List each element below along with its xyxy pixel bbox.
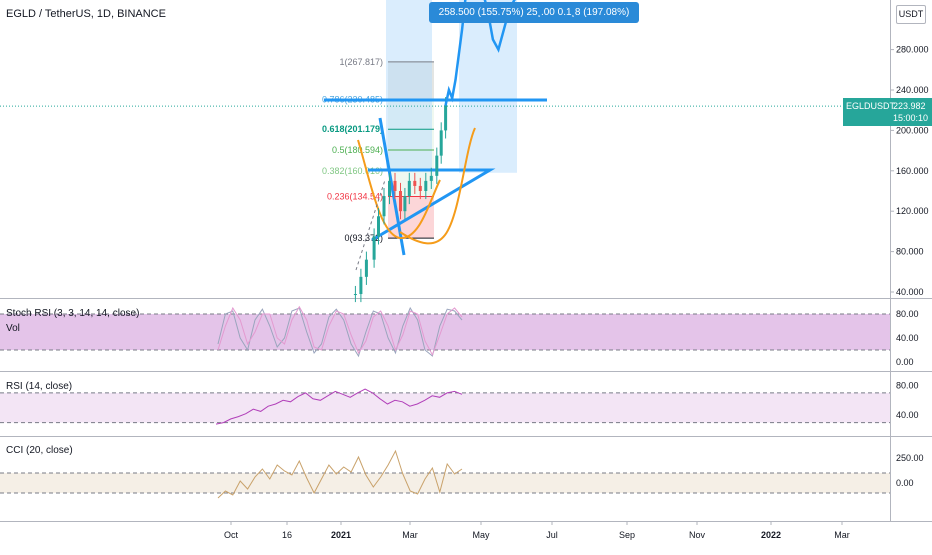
time-tick-label: Oct [224,530,239,540]
price-tag-symbol: EGLDUSDT [846,101,896,111]
currency-badge[interactable]: USDT [896,5,926,24]
price-point [444,104,447,106]
candle-body [393,180,397,191]
candle-body [439,130,443,156]
cci-band [0,473,890,493]
fib-level-label: 0.236(134.54) [327,192,383,202]
candle-body [418,185,422,191]
price-tick-label: 240.000 [896,85,929,95]
candle-body [377,216,380,237]
price-tick-label: 280.000 [896,45,929,55]
stoch-rsi-series-line [217,305,463,357]
time-tick-label: 16 [282,530,292,540]
price-point [497,48,500,51]
rsi-label[interactable]: RSI (14, close) [6,381,73,392]
stoch-rsi-tick-label: 40.00 [896,333,919,343]
price-point [451,97,454,99]
current-price-tag: EGLDUSDT 223.982 15:00:10 [843,98,932,126]
candle-body [399,191,402,212]
time-tick-label: Mar [834,530,850,540]
candle-body [403,196,407,212]
time-tick-label: Mar [402,530,418,540]
rsi-series-line [215,388,463,425]
fib-level-label: 0.382(160.010) [322,166,383,176]
rsi-tick-label: 80.00 [896,380,919,390]
price-point [503,28,505,31]
time-tick-label: May [472,530,490,540]
candle-body [444,105,448,131]
candle-body [413,180,417,186]
stoch-rsi-tick-label: 80.00 [896,309,919,319]
price-point [454,79,457,81]
candle-body [372,236,376,260]
cup-curve-right [399,127,476,245]
time-tick-label: Nov [689,530,706,540]
price-tick-label: 40.000 [896,287,924,297]
price-point [448,89,450,91]
fib-level-label: 0(93.372) [344,233,383,243]
candle-body [364,259,368,277]
candle-body [424,180,428,191]
price-point [458,53,460,56]
fib-level-label: 0.5(180.594) [332,145,383,155]
stoch-rsi-label[interactable]: Stoch RSI (3, 3, 14, 14, close) [6,308,140,319]
cup-curve-left [357,139,441,240]
projection-line [355,179,386,271]
candle-body [353,294,357,296]
price-tick-label: 120.000 [896,206,929,216]
cci-tick-label: 0.00 [896,478,914,488]
price-point [492,38,494,41]
chart-title: EGLD / TetherUS, 1D, BINANCE [6,8,166,20]
candle-body [382,196,386,217]
rsi-tick-label: 40.00 [896,410,919,420]
fib-level-label: 1(267.817) [339,57,383,67]
time-tick-label: 2022 [761,530,781,540]
stoch-rsi-tick-label: 0.00 [896,357,914,367]
candle-body [435,155,439,176]
time-tick-label: Jul [546,530,558,540]
candle-body [407,180,411,197]
cci-label[interactable]: CCI (20, close) [6,445,73,456]
price-tag-countdown: 15:00:10 [893,113,929,123]
price-point [461,28,463,31]
candle-body [429,175,433,181]
cci-series-line [217,449,463,499]
time-tick-label: 2021 [331,530,351,540]
measure-box-left [386,0,432,171]
price-tick-label: 200.000 [896,125,929,135]
candle-body [388,180,391,197]
measure-box-right [459,0,517,173]
time-tick-label: Sep [619,530,635,540]
measure-tool-label: 258.500 (155.75%) 25¸.00 0.1¸8 (197.08%)… [429,2,639,39]
vol-label[interactable]: Vol [6,323,20,334]
price-tag-value: 223.982 [893,101,926,111]
candle-body [359,276,363,295]
triangle-pattern [368,168,496,242]
price-tick-label: 80.000 [896,247,924,257]
cci-tick-label: 250.00 [896,453,924,463]
price-series-line [444,0,516,106]
stoch-rsi-series-line [217,306,463,358]
price-tick-label: 160.000 [896,166,929,176]
fib-level-label: 0.618(201.179) [322,124,383,134]
rsi-band [0,392,890,423]
